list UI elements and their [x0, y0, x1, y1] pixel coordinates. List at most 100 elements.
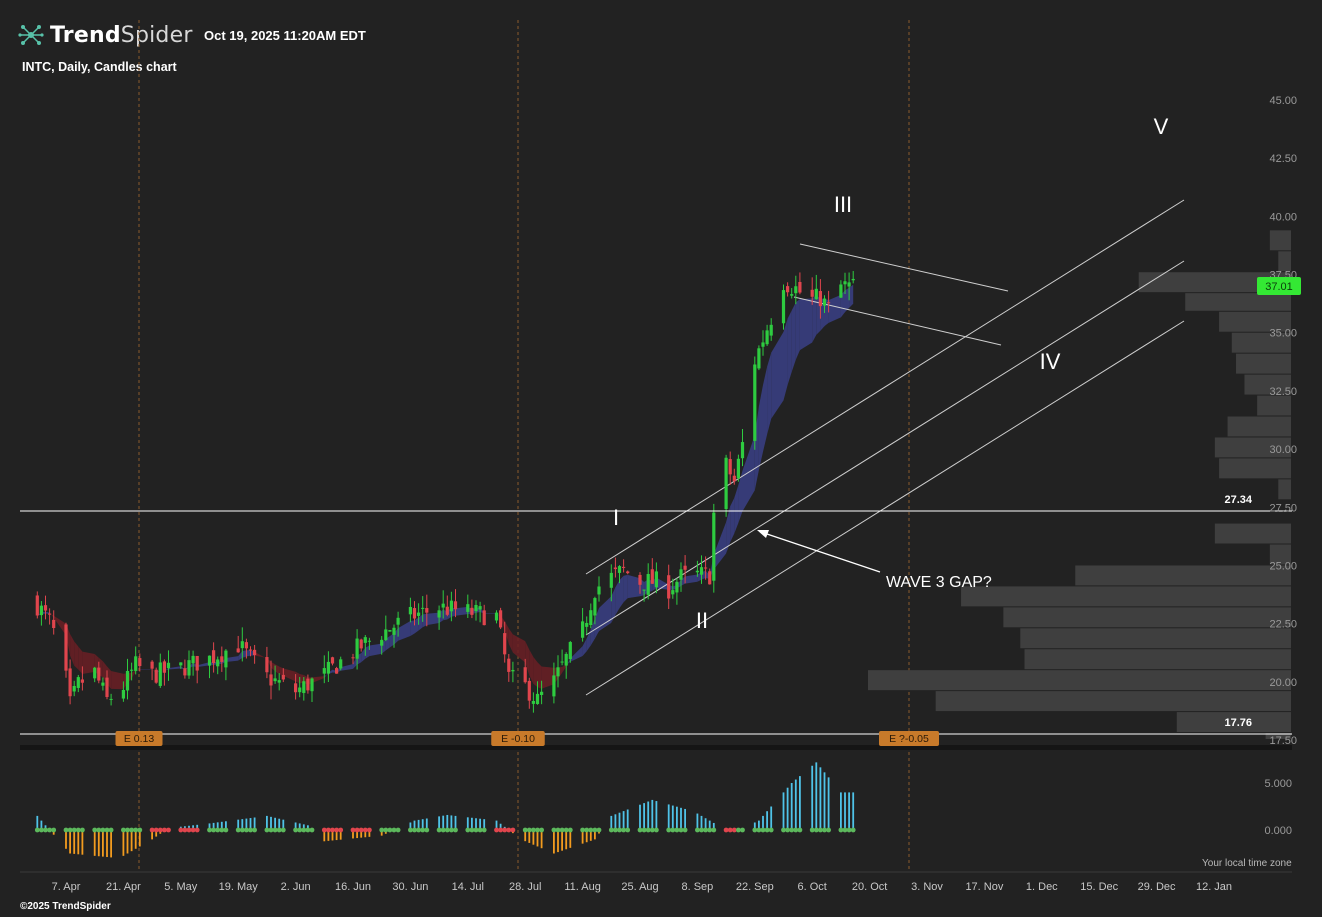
- volume-profile-bar: [1269, 544, 1291, 565]
- ribbon-segment: [484, 613, 497, 614]
- date-tick-label: 16. Jun: [335, 881, 371, 893]
- oscillator-dot: [793, 827, 799, 833]
- oscillator-dot: [531, 827, 536, 833]
- candle-body: [699, 567, 704, 575]
- candle-body: [617, 566, 622, 573]
- oscillator-dot: [551, 827, 557, 833]
- oscillator-dot: [555, 827, 561, 833]
- candle-body: [335, 668, 339, 674]
- oscillator-dot: [408, 827, 413, 833]
- oscillator-dot: [764, 827, 770, 833]
- candle-body: [408, 606, 412, 615]
- chart-title: INTC, Daily, Candles chart: [22, 60, 177, 74]
- oscillator-dot: [440, 827, 446, 833]
- ribbon-segment: [369, 643, 382, 657]
- candle-body: [68, 668, 72, 697]
- oscillator-dot: [108, 827, 114, 833]
- candle-body: [761, 342, 765, 347]
- oscillator-dot: [223, 827, 229, 833]
- oscillator-dot: [645, 827, 651, 833]
- ribbon-segment: [582, 638, 587, 656]
- candle-body: [683, 565, 687, 570]
- oscillator-tick-label: 5.000: [1264, 778, 1292, 790]
- candle-body: [511, 669, 515, 672]
- oscillator-dot: [190, 827, 196, 833]
- candle-body: [814, 288, 818, 300]
- oscillator-dot: [207, 827, 212, 833]
- ribbon-segment: [713, 522, 727, 570]
- candle-body: [80, 679, 84, 683]
- oscillator-dot: [63, 827, 69, 833]
- candle-body: [822, 298, 827, 306]
- oscillator-dot: [129, 827, 135, 833]
- earnings-badge: [879, 731, 939, 746]
- earnings-badge: [115, 731, 163, 746]
- price-tick-label: 22.50: [1269, 619, 1297, 631]
- volume-profile-bar: [1075, 565, 1291, 586]
- oscillator-dot: [736, 827, 741, 833]
- candle-body: [818, 291, 822, 307]
- ribbon-segment: [681, 576, 686, 586]
- candle-body: [183, 668, 187, 676]
- oscillator-dot: [67, 827, 73, 833]
- oscillator-dot: [248, 827, 253, 833]
- oscillator-dot: [838, 827, 844, 833]
- candle-body: [568, 642, 572, 660]
- brand-name: TrendSpider: [50, 23, 193, 48]
- oscillator-dot: [276, 827, 282, 833]
- candle-body: [380, 639, 384, 646]
- horizontal-level-label: 27.34: [1224, 494, 1252, 506]
- oscillator-dot: [522, 827, 528, 833]
- ribbon-segment: [279, 666, 284, 676]
- date-tick-label: 25. Aug: [621, 881, 658, 893]
- candle-body: [273, 678, 277, 682]
- oscillator-dot: [244, 827, 249, 833]
- candle-body: [363, 637, 367, 643]
- oscillator-dot: [682, 827, 688, 833]
- candle-body: [535, 693, 540, 705]
- candle-body: [437, 610, 441, 618]
- candle-body: [384, 629, 388, 641]
- oscillator-dot: [818, 827, 823, 833]
- oscillator-dot: [674, 827, 680, 833]
- ribbon-segment: [619, 575, 624, 609]
- oscillator-dot: [362, 827, 368, 833]
- horizontal-levels: 27.34 17.76: [20, 494, 1292, 750]
- candle-body: [191, 655, 195, 664]
- oscillator-dot: [354, 827, 360, 833]
- ribbon-segment: [45, 611, 50, 614]
- oscillator-dot: [477, 827, 483, 833]
- candle-body: [236, 648, 240, 653]
- volume-profile-bar: [1236, 353, 1291, 374]
- candle-body: [248, 649, 253, 651]
- date-tick-label: 5. May: [164, 881, 198, 893]
- candle-body: [466, 604, 470, 612]
- volume-profile-bar: [868, 670, 1291, 691]
- oscillator-dot: [301, 827, 307, 833]
- price-tick-label: 27.50: [1269, 502, 1297, 514]
- wave-label: IV: [1040, 349, 1061, 374]
- ribbon-segment: [611, 587, 616, 623]
- candle-body: [244, 642, 248, 649]
- ribbon-segment: [312, 676, 325, 683]
- candle-body: [187, 660, 191, 676]
- ribbon-segment: [361, 647, 366, 663]
- earnings-badge: [491, 731, 545, 746]
- ribbon-segment: [275, 664, 280, 675]
- price-axis: 45.0042.5040.0037.5035.0032.5030.0027.50…: [1257, 95, 1301, 747]
- oscillator-dot: [412, 827, 417, 833]
- candle-body: [322, 668, 326, 674]
- oscillator-dot: [235, 827, 241, 833]
- ribbon-segment: [754, 406, 759, 491]
- ribbon-segment: [271, 661, 276, 672]
- candle-body: [593, 598, 597, 616]
- candle-body: [158, 662, 162, 686]
- candle-body: [843, 281, 847, 285]
- ribbon-segment: [49, 612, 54, 618]
- oscillator-dot: [387, 827, 393, 833]
- oscillator-dot: [178, 827, 184, 833]
- oscillator-dot: [731, 827, 737, 833]
- candle-body: [470, 607, 474, 615]
- oscillator-dot: [305, 827, 311, 833]
